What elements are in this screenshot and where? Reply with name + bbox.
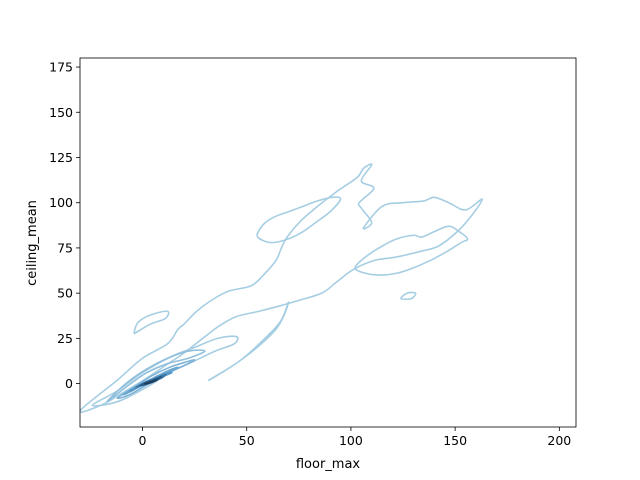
contour-level-1-path-6 xyxy=(91,335,239,407)
y-tick-label-0: 0 xyxy=(65,376,73,391)
y-tick-label-125: 125 xyxy=(49,150,73,165)
contour-level-1-path-1 xyxy=(80,163,484,413)
contour-level-2-path-1 xyxy=(106,349,206,403)
y-axis-label: ceiling_mean xyxy=(25,200,40,286)
x-tick-label-200: 200 xyxy=(547,433,571,448)
y-tick-label-75: 75 xyxy=(57,240,73,255)
x-axis-label: floor_max xyxy=(296,457,361,472)
y-axis-ticks: 0 25 50 75 100 125 150 175 xyxy=(49,60,80,391)
contour-level-1-path-3 xyxy=(256,196,342,244)
contour-lines xyxy=(80,163,484,413)
contour-level-8-path-1 xyxy=(143,379,158,385)
y-tick-label-175: 175 xyxy=(49,60,73,75)
contour-level-1-path-2 xyxy=(133,310,170,335)
x-tick-label-100: 100 xyxy=(339,433,363,448)
y-tick-label-25: 25 xyxy=(57,331,73,346)
x-tick-label-0: 0 xyxy=(139,433,147,448)
contour-level-1-path-7 xyxy=(207,301,290,382)
plot-frame xyxy=(79,57,577,428)
contour-level-1-path-5 xyxy=(400,291,417,301)
x-tick-label-50: 50 xyxy=(239,433,255,448)
contour-level-3-path-1 xyxy=(116,359,196,400)
contour-level-1-path-4 xyxy=(354,225,469,276)
y-tick-label-50: 50 xyxy=(57,286,73,301)
y-tick-label-150: 150 xyxy=(49,105,73,120)
x-tick-label-150: 150 xyxy=(443,433,467,448)
y-tick-label-100: 100 xyxy=(49,195,73,210)
x-axis-ticks: 0 50 100 150 200 xyxy=(139,427,571,448)
